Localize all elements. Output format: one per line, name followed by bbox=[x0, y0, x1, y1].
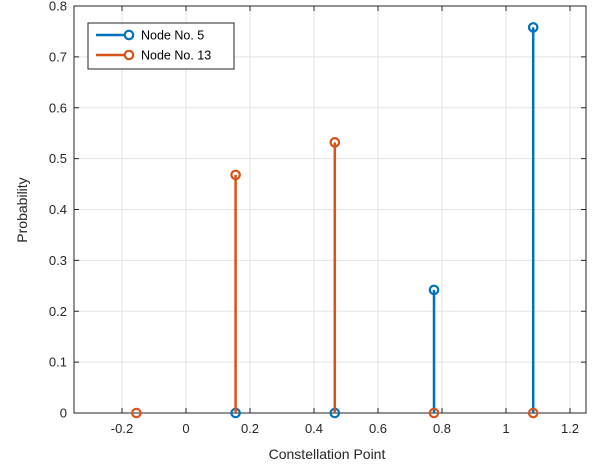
x-tick-label: 0.4 bbox=[305, 421, 323, 436]
x-tick-label: 0.8 bbox=[433, 421, 451, 436]
y-tick-label: 0.6 bbox=[49, 100, 67, 115]
y-tick-label: 0.8 bbox=[49, 0, 67, 14]
x-tick-label: 1.2 bbox=[561, 421, 579, 436]
legend-marker-series-2 bbox=[123, 49, 135, 61]
legend-marker-series-1 bbox=[123, 29, 135, 41]
stem-marker-series-2 bbox=[230, 169, 241, 181]
stem-marker-series-1 bbox=[428, 284, 440, 296]
stem-marker-series-2 bbox=[131, 407, 142, 419]
y-tick-label: 0.7 bbox=[49, 49, 67, 64]
x-tick-label: 0.2 bbox=[241, 421, 259, 436]
legend-box bbox=[87, 22, 235, 70]
x-tick-label: 0.6 bbox=[369, 421, 387, 436]
x-tick-label: 1 bbox=[502, 421, 509, 436]
y-tick-label: 0.4 bbox=[49, 202, 67, 217]
stem-marker-series-1 bbox=[527, 22, 539, 33]
y-tick-label: 0.1 bbox=[49, 355, 67, 370]
data-stems bbox=[131, 22, 539, 419]
y-axis-label: Probability bbox=[14, 177, 30, 242]
x-tick-label: 0 bbox=[182, 421, 189, 436]
y-tick-label: 0 bbox=[60, 406, 67, 421]
legend-label-series-2: Node No. 13 bbox=[141, 49, 211, 63]
y-tick-label: 0.5 bbox=[49, 151, 67, 166]
x-axis-label: Constellation Point bbox=[269, 446, 386, 462]
y-tick-label: 0.3 bbox=[49, 253, 67, 268]
stem-marker-series-2 bbox=[527, 407, 539, 419]
stem-marker-series-2 bbox=[329, 137, 341, 148]
tick-labels: -0.2 0 0.2 0.4 0.6 0.8 1 1.2 0 0.1 0.2 0.3 0.4 0.5 0.6… bbox=[49, 0, 579, 436]
x-tick-label: -0.2 bbox=[111, 421, 133, 436]
stem-marker-series-2 bbox=[428, 407, 440, 419]
legend: Node No. 5 Node No. 13 bbox=[87, 22, 235, 70]
y-tick-label: 0.2 bbox=[49, 304, 67, 319]
legend-label-series-1: Node No. 5 bbox=[141, 29, 204, 43]
